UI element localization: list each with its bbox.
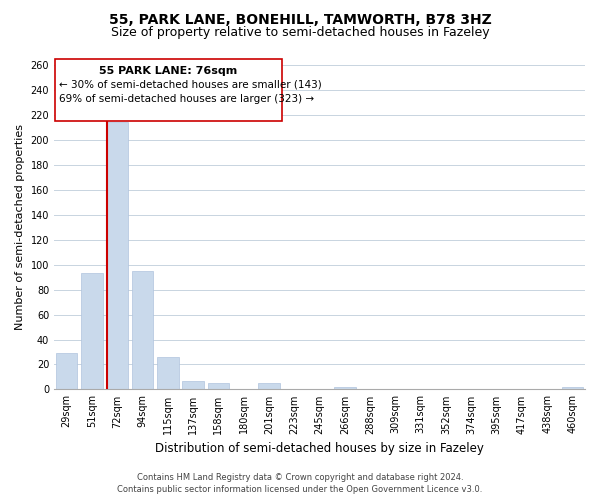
Bar (157, 357, 179, 390)
Text: 69% of semi-detached houses are larger (323) →: 69% of semi-detached houses are larger (… (59, 94, 314, 104)
Y-axis label: Number of semi-detached properties: Number of semi-detached properties (15, 124, 25, 330)
Text: 55 PARK LANE: 76sqm: 55 PARK LANE: 76sqm (100, 66, 238, 76)
Text: Contains HM Land Registry data © Crown copyright and database right 2024.
Contai: Contains HM Land Registry data © Crown c… (118, 472, 482, 494)
Bar (56, 353, 77, 390)
Bar (258, 383, 280, 390)
Bar (107, 122, 128, 390)
X-axis label: Distribution of semi-detached houses by size in Fazeley: Distribution of semi-detached houses by … (155, 442, 484, 455)
Bar (132, 271, 153, 390)
FancyBboxPatch shape (55, 58, 281, 121)
Bar (81, 274, 103, 390)
Text: ← 30% of semi-detached houses are smaller (143): ← 30% of semi-detached houses are smalle… (59, 80, 322, 90)
Bar (334, 387, 356, 390)
Bar (208, 383, 229, 390)
Text: 55, PARK LANE, BONEHILL, TAMWORTH, B78 3HZ: 55, PARK LANE, BONEHILL, TAMWORTH, B78 3… (109, 12, 491, 26)
Bar (182, 380, 204, 390)
Text: Size of property relative to semi-detached houses in Fazeley: Size of property relative to semi-detach… (110, 26, 490, 39)
Bar (562, 387, 583, 390)
